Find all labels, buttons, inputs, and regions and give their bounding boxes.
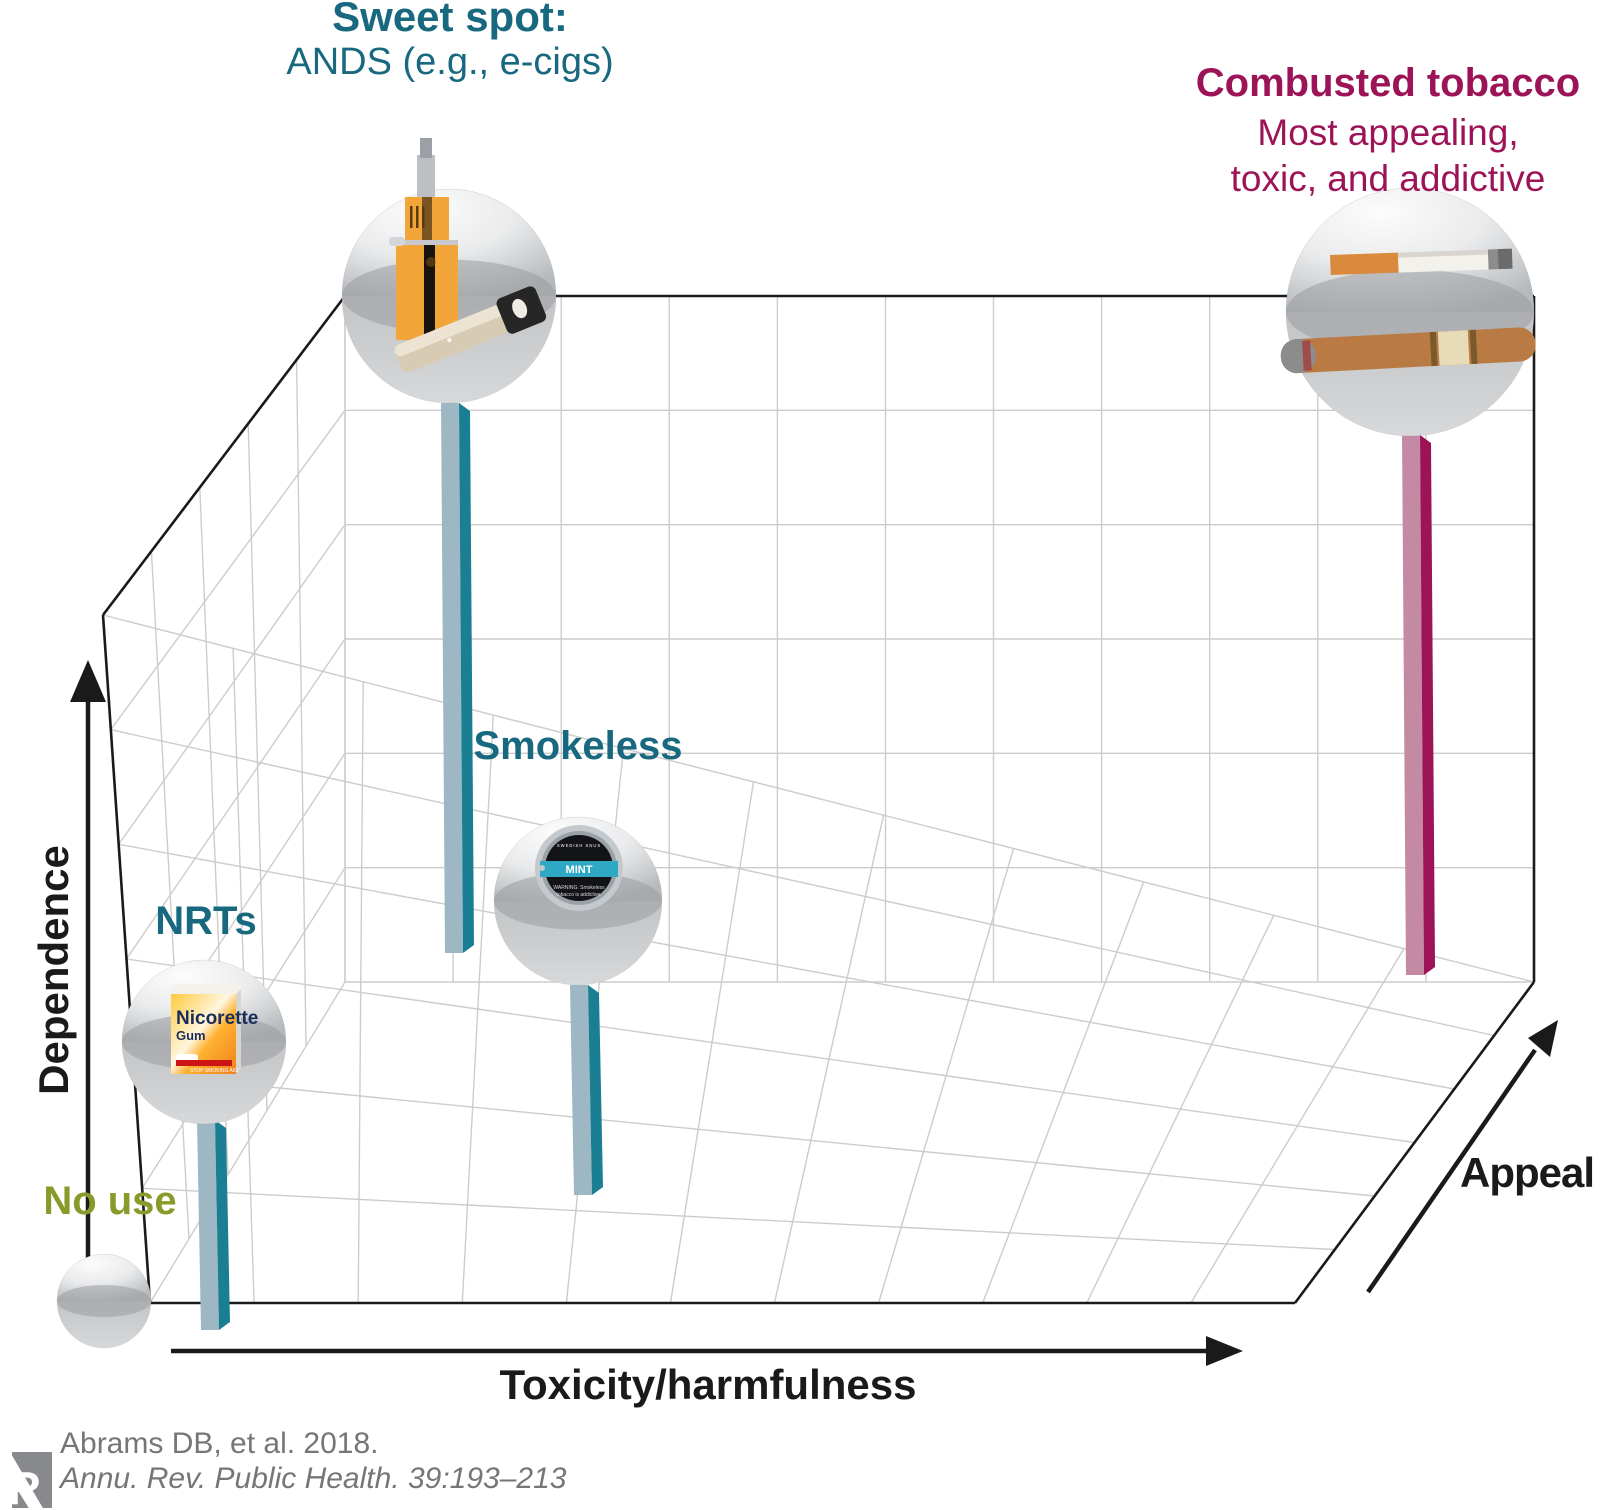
svg-text:STOP SMOKING AID: STOP SMOKING AID (190, 1068, 238, 1074)
svg-text:WARNING: Smokeless: WARNING: Smokeless (553, 885, 605, 891)
svg-text:Nicorette: Nicorette (176, 1008, 258, 1029)
svg-text:SWEDISH SNUS: SWEDISH SNUS (557, 843, 601, 848)
svg-text:MINT: MINT (566, 864, 593, 876)
svg-text:tobacco is addictive.: tobacco is addictive. (556, 892, 601, 898)
svg-text:Gum: Gum (176, 1028, 206, 1043)
svg-text:R: R (8, 1462, 41, 1510)
